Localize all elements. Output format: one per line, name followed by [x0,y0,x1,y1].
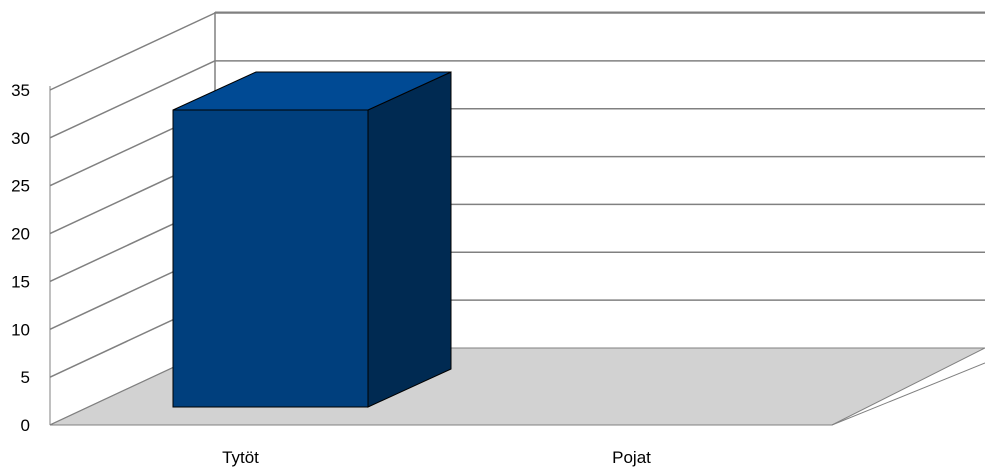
y-tick-label: 35 [11,81,30,100]
y-tick-label: 5 [21,368,30,387]
bar-0 [172,109,369,408]
bar-side-0 [367,71,452,408]
y-axis-ticks: 0 5 10 15 20 25 30 35 [11,81,30,435]
y-tick-label: 10 [11,320,30,339]
y-tick-label: 20 [11,225,30,244]
x-tick-label: Tytöt [222,448,259,467]
x-tick-label: Pojat [612,448,651,467]
x-axis-labels: Tytöt Pojat [222,448,651,467]
gridline-left-30 [49,60,216,139]
y-tick-label: 0 [21,416,30,435]
y-tick-label: 25 [11,177,30,196]
floor-right-edge [831,362,985,426]
y-tick-label: 15 [11,272,30,291]
y-tick-label: 30 [11,129,30,148]
gridline-left-35 [49,12,216,91]
bars [172,71,452,408]
